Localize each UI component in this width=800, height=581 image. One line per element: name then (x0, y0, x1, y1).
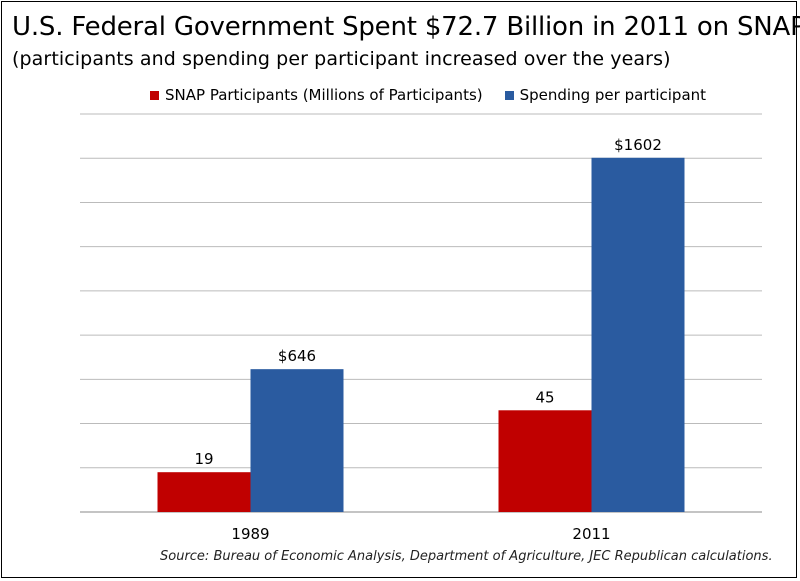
bar-participants-1989 (157, 472, 251, 512)
data-label-participants-2011: 45 (535, 388, 554, 406)
legend-item-participants: SNAP Participants (Millions of Participa… (150, 86, 483, 104)
legend-label-spending: Spending per participant (519, 86, 707, 104)
x-tick-label-1989: 1989 (231, 525, 269, 543)
data-label-spending-1989: $646 (278, 347, 316, 365)
legend-label-participants: SNAP Participants (Millions of Participa… (165, 86, 483, 104)
chart-subtitle: (participants and spending per participa… (12, 48, 671, 70)
bar-spending-2011 (591, 157, 685, 512)
chart-title: U.S. Federal Government Spent $72.7 Bill… (12, 12, 800, 42)
source-note: Source: Bureau of Economic Analysis, Dep… (160, 549, 773, 564)
legend-item-spending: Spending per participant (504, 86, 707, 104)
data-label-participants-1989: 19 (194, 450, 213, 468)
x-tick-label-2011: 2011 (572, 525, 610, 543)
legend-swatch-spending (504, 90, 514, 100)
data-label-spending-2011: $1602 (614, 136, 662, 154)
chart-legend: SNAP Participants (Millions of Participa… (150, 86, 706, 104)
bar-spending-1989 (250, 369, 344, 512)
bar-participants-2011 (498, 410, 592, 512)
legend-swatch-participants (150, 90, 159, 100)
